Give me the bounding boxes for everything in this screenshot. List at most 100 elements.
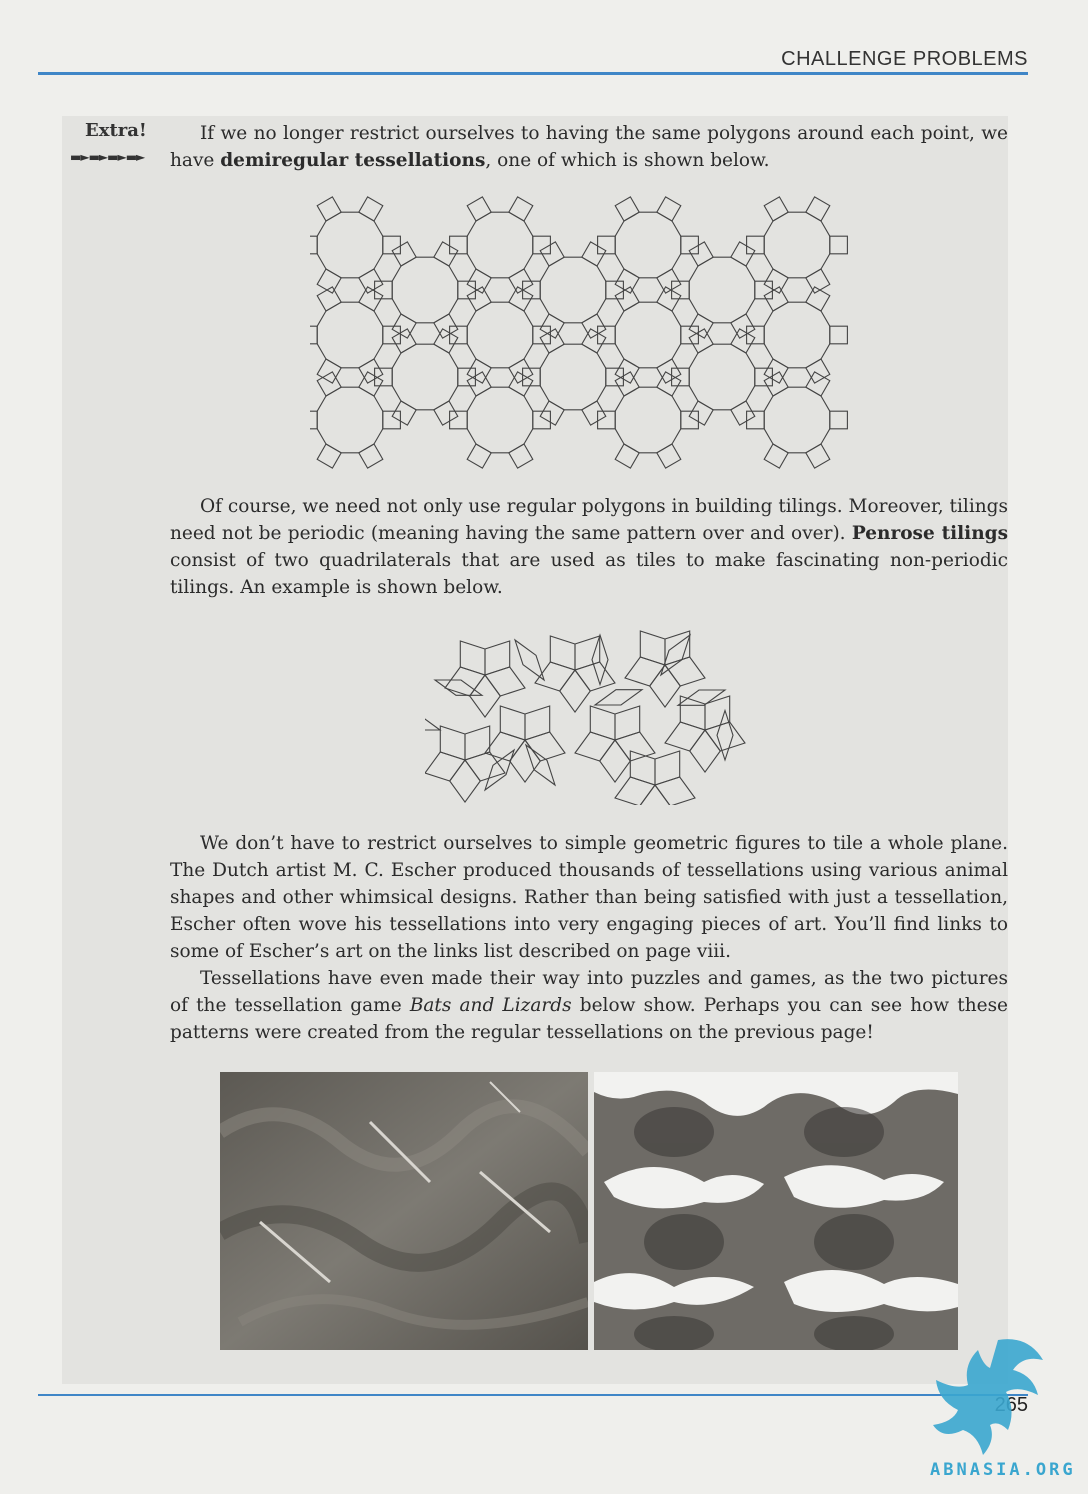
tile [539, 313, 565, 339]
tile [524, 705, 551, 741]
tile [358, 371, 384, 397]
tile [746, 235, 765, 255]
tile [508, 371, 534, 397]
tile [539, 343, 607, 411]
tile [549, 635, 576, 671]
tile [522, 280, 541, 300]
tile [746, 410, 765, 430]
tile [656, 268, 682, 294]
tile [449, 410, 468, 430]
tile [509, 739, 541, 784]
paragraph-penrose: Of course, we need not only use regular … [170, 493, 1008, 601]
tile [358, 268, 384, 294]
tile [316, 211, 384, 279]
tile [829, 410, 848, 430]
tile [559, 669, 591, 714]
bats-lizards-photo-left [220, 1072, 588, 1350]
tile [310, 325, 318, 345]
tile [358, 443, 384, 469]
tile [754, 280, 773, 300]
tile [539, 241, 565, 267]
tile [639, 784, 671, 805]
term-demiregular: demiregular tessellations [220, 150, 486, 171]
tile [704, 721, 746, 752]
tile [539, 400, 565, 426]
tile [466, 358, 492, 384]
tile [524, 731, 566, 762]
tile [433, 241, 459, 267]
tile [382, 325, 401, 345]
tile [457, 280, 476, 300]
arrow-icon: ▬►▬►▬►▬► [70, 150, 145, 164]
tile [605, 280, 624, 300]
tile [391, 313, 417, 339]
tile [581, 400, 607, 426]
tile [671, 280, 690, 300]
tile [656, 358, 682, 384]
tile [614, 301, 682, 369]
tile [805, 371, 831, 397]
term-penrose: Penrose tilings [851, 523, 1008, 544]
tile [688, 328, 714, 354]
tile [532, 235, 551, 255]
tile [316, 386, 384, 454]
tile [316, 358, 342, 384]
tile [310, 235, 318, 255]
tile [581, 328, 607, 354]
tile [593, 689, 644, 706]
tile [574, 731, 616, 762]
bats-lizards-photo-right [594, 1072, 958, 1350]
tile [374, 280, 393, 300]
tile [805, 443, 831, 469]
tile [316, 371, 342, 397]
tile [730, 241, 756, 267]
tile [483, 748, 516, 792]
tile [656, 443, 682, 469]
tile [316, 301, 384, 369]
tile [614, 286, 640, 312]
tile [539, 328, 565, 354]
tile [754, 367, 773, 387]
tile [654, 776, 696, 805]
tile [763, 211, 831, 279]
tile [316, 196, 342, 222]
tile [589, 705, 616, 741]
tile [763, 358, 789, 384]
tile [614, 358, 640, 384]
tile [391, 400, 417, 426]
tile [688, 256, 756, 324]
tile [532, 410, 551, 430]
tile [639, 630, 666, 666]
tile [508, 196, 534, 222]
tile [534, 661, 576, 692]
tile [614, 196, 640, 222]
tile [805, 358, 831, 384]
tile [391, 256, 459, 324]
tile [310, 410, 318, 430]
tile [524, 743, 557, 787]
tile [805, 286, 831, 312]
tile [680, 235, 699, 255]
tile [656, 371, 682, 397]
paragraph-text: Of course, we need not only use regular … [170, 496, 1008, 544]
tile [457, 367, 476, 387]
tile [763, 196, 789, 222]
tile [581, 313, 607, 339]
paragraph-text: consist of two quadrilaterals that are u… [170, 550, 1008, 598]
tile [614, 386, 682, 454]
tile [484, 640, 511, 676]
tile [676, 689, 727, 706]
tile [605, 367, 624, 387]
tile [805, 268, 831, 294]
tile [433, 679, 484, 696]
tile [654, 750, 681, 786]
tile [671, 367, 690, 387]
tile [513, 638, 546, 682]
tile [614, 371, 640, 397]
paragraph-text: Tessellations have even made their way i… [170, 968, 1008, 1016]
tile [522, 367, 541, 387]
tile [499, 705, 526, 741]
paragraph-demiregular: If we no longer restrict ourselves to ha… [170, 120, 1008, 174]
tile [391, 328, 417, 354]
tile [464, 725, 491, 761]
